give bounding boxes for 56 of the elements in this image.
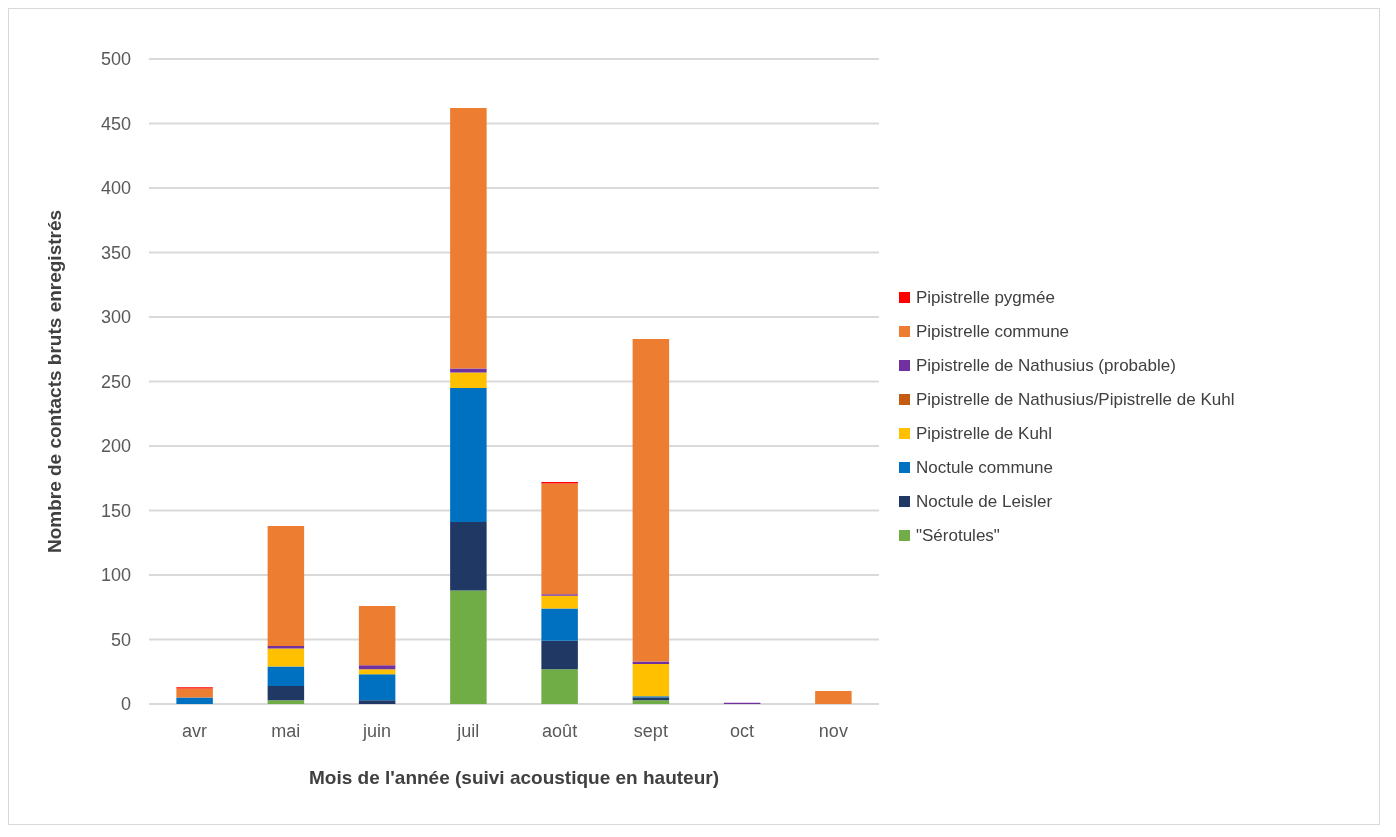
legend-label: Pipistrelle commune <box>916 321 1070 342</box>
x-tick-label: juin <box>362 720 392 741</box>
bar <box>541 483 578 595</box>
y-tick-label: 400 <box>100 178 131 199</box>
x-tick-label: nov <box>818 720 848 741</box>
bar <box>541 640 578 670</box>
bar <box>541 595 578 609</box>
legend-label: Noctule commune <box>916 457 1054 478</box>
bar <box>176 688 213 698</box>
bar <box>267 645 305 649</box>
bar <box>450 108 487 369</box>
bar <box>267 700 305 704</box>
y-tick-label: 200 <box>100 436 131 457</box>
legend-label: "Sérotules" <box>916 525 1000 546</box>
y-tick-label: 50 <box>110 629 131 650</box>
bar <box>358 674 396 701</box>
y-tick-label: 500 <box>100 49 131 70</box>
y-tick-label: 300 <box>100 307 131 328</box>
y-tick-label: 250 <box>100 371 131 392</box>
legend-label: Pipistrelle de Nathusius/Pipistrelle de Kuhl <box>916 389 1235 410</box>
x-tick-label: avr <box>182 720 208 741</box>
legend-label: Pipistrelle de Kuhl <box>916 423 1053 444</box>
bar <box>358 669 396 675</box>
bar <box>541 669 578 704</box>
y-tick-label: 350 <box>100 242 131 263</box>
bar <box>176 697 213 704</box>
bar <box>358 665 396 670</box>
x-tick-label: août <box>542 720 578 741</box>
legend-label: Pipistrelle de Nathusius (probable) <box>916 355 1176 376</box>
bar <box>267 648 305 667</box>
bar <box>267 666 305 686</box>
x-tick-label: juil <box>456 720 480 741</box>
bar <box>450 522 487 591</box>
y-tick-label: 100 <box>100 565 131 586</box>
bar <box>358 700 396 704</box>
legend-label: Noctule de Leisler <box>916 491 1053 512</box>
bar <box>632 338 670 662</box>
bar <box>632 664 670 697</box>
bar <box>450 372 487 388</box>
y-tick-label: 450 <box>100 113 131 134</box>
bar <box>541 608 578 641</box>
bar <box>358 605 396 666</box>
y-tick-label: 0 <box>120 694 131 715</box>
bar <box>267 685 305 701</box>
bar <box>815 691 852 704</box>
y-axis-title: Nombre de contacts bruts enregistrés <box>43 209 65 554</box>
bar <box>450 387 487 523</box>
x-axis-title: Mois de l'année (suivi acoustique en hauteur) <box>309 767 719 788</box>
bar <box>267 525 305 646</box>
x-tick-label: mai <box>271 720 301 741</box>
x-tick-label: sept <box>633 720 668 741</box>
bar <box>450 590 487 704</box>
bar <box>632 661 670 665</box>
x-tick-label: oct <box>730 720 755 741</box>
y-tick-label: 150 <box>100 500 131 521</box>
legend-label: Pipistrelle pygmée <box>916 287 1055 308</box>
